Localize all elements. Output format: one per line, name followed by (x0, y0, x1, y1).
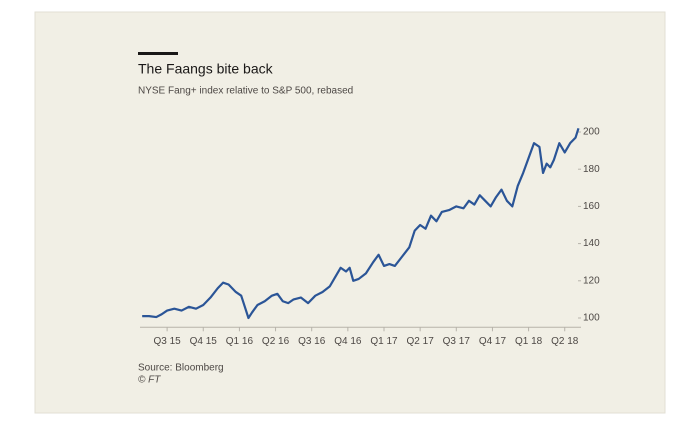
x-tick-label: Q3 17 (443, 336, 471, 347)
title-rule (138, 52, 178, 55)
x-tick-label: Q2 18 (551, 336, 579, 347)
source: Source: Bloomberg (138, 363, 224, 374)
x-tick-label: Q2 16 (262, 336, 290, 347)
y-tick-label: 120 (583, 275, 600, 286)
y-tick-label: 180 (583, 164, 600, 175)
x-tick-label: Q4 16 (334, 336, 362, 347)
copyright: © FT (138, 375, 161, 386)
y-tick-label: 100 (583, 313, 600, 324)
x-tick-label: Q4 15 (190, 336, 218, 347)
data-line (142, 127, 580, 320)
x-tick-label: Q4 17 (479, 336, 507, 347)
x-tick-label: Q1 16 (226, 336, 254, 347)
x-tick-label: Q3 15 (153, 336, 181, 347)
x-tick-label: Q1 18 (515, 336, 543, 347)
y-tick-label: 140 (583, 238, 600, 249)
x-tick-label: Q2 17 (407, 336, 435, 347)
x-tick-label: Q1 17 (370, 336, 398, 347)
chart-title: The Faangs bite back (138, 61, 274, 77)
y-tick-label: 200 (583, 127, 600, 138)
chart-subtitle: NYSE Fang+ index relative to S&P 500, re… (138, 86, 353, 97)
x-tick-label: Q3 16 (298, 336, 326, 347)
y-tick-label: 160 (583, 201, 600, 212)
panel (34, 11, 666, 414)
